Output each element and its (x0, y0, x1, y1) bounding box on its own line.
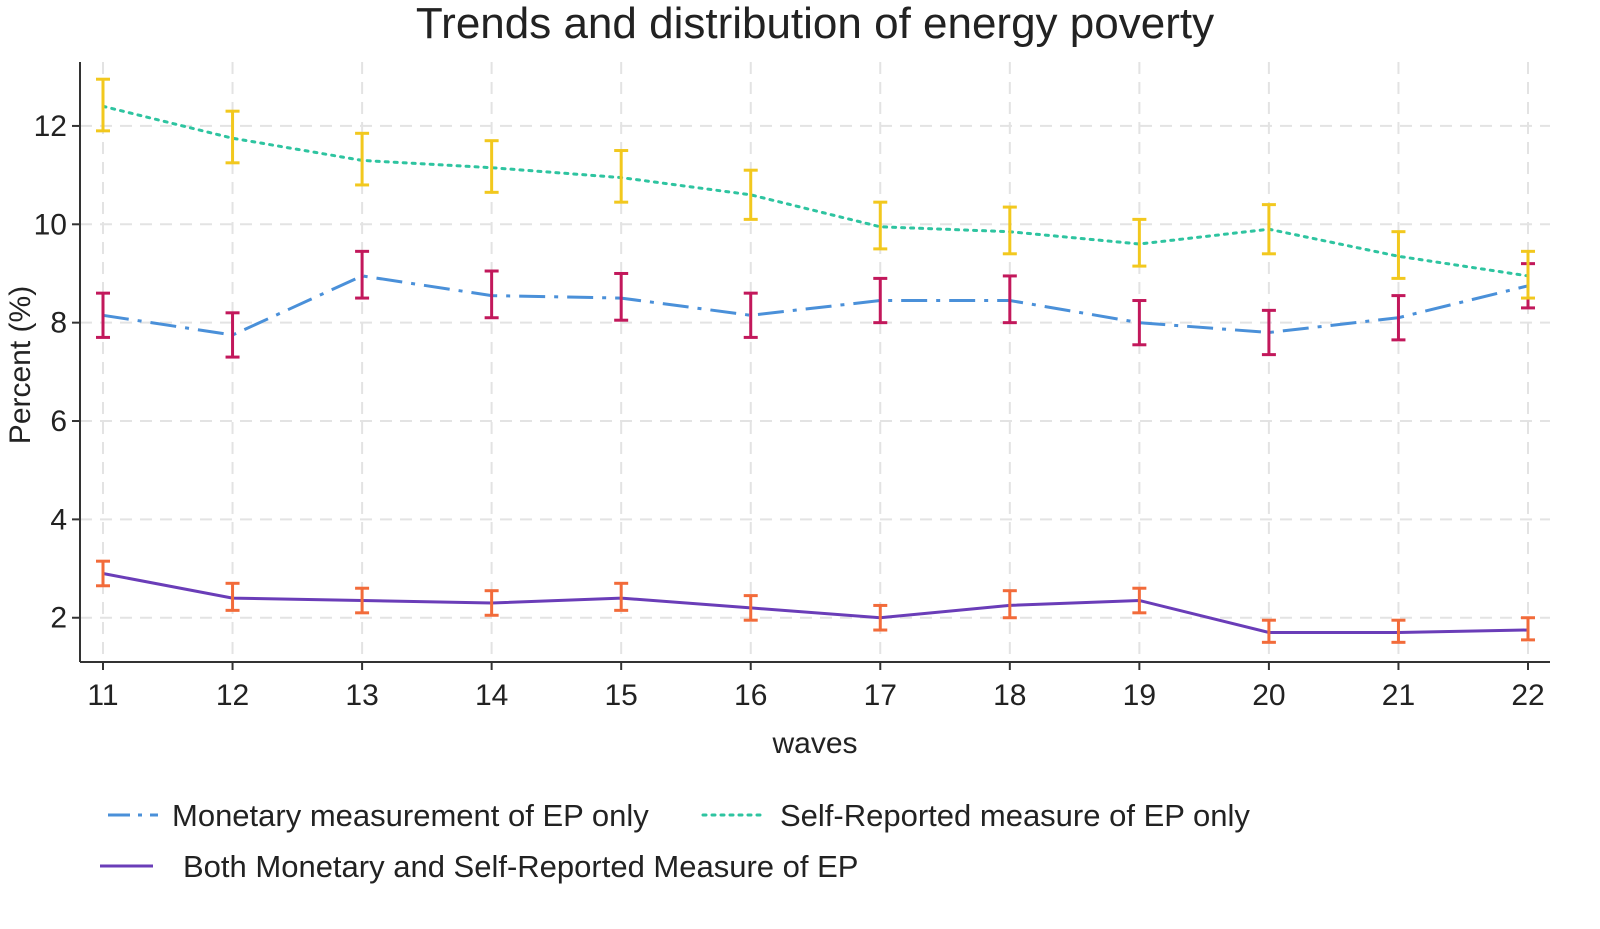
error-bar-monetary (225, 311, 240, 359)
error-bar-both (1261, 618, 1276, 644)
x-tick-label: 16 (734, 679, 767, 712)
x-tick-label: 11 (87, 679, 118, 712)
error-bar-both (1132, 586, 1147, 615)
error-bar-both (1002, 589, 1017, 620)
x-tick-label: 18 (993, 679, 1026, 712)
legend-label-self-reported: Self-Reported measure of EP only (780, 798, 1250, 833)
error-bar-monetary (743, 291, 758, 339)
x-tick-label: 22 (1511, 679, 1544, 712)
error-bar-self-reported (743, 168, 758, 221)
error-bar-monetary (1391, 294, 1406, 342)
x-tick-label: 20 (1252, 679, 1285, 712)
error-bar-both (873, 603, 888, 632)
error-bar-both (484, 589, 499, 617)
error-bar-monetary (484, 269, 499, 320)
error-bar-monetary (1261, 308, 1276, 357)
error-bar-both (743, 594, 758, 622)
error-bar-both (355, 586, 370, 615)
error-bar-monetary (355, 249, 370, 300)
error-bar-both (96, 559, 110, 588)
error-bar-self-reported (614, 149, 629, 204)
series-lines (101, 104, 1530, 634)
error-bar-self-reported (1521, 249, 1535, 300)
x-tick-label: 13 (345, 679, 378, 712)
series-line-monetary (102, 274, 1529, 337)
x-tick-label: 17 (864, 679, 897, 712)
y-tick-label: 10 (34, 208, 67, 241)
chart-title: Trends and distribution of energy povert… (416, 0, 1214, 48)
error-bar-self-reported (1391, 230, 1406, 280)
x-tick-label: 19 (1123, 679, 1156, 712)
error-bar-monetary (1132, 299, 1147, 347)
error-bar-both (1391, 618, 1406, 644)
error-bar-self-reported (1261, 203, 1276, 256)
error-bar-both (225, 581, 240, 612)
x-tick-label: 21 (1382, 679, 1415, 712)
x-axis-title: waves (771, 727, 857, 760)
x-tick-label: 15 (604, 679, 637, 712)
legend: Monetary measurement of EP only Self-Rep… (100, 798, 1250, 884)
legend-label-both: Both Monetary and Self-Reported Measure … (183, 849, 858, 884)
y-axis-title: Percent (%) (4, 286, 37, 444)
error-bar-self-reported (1132, 217, 1147, 268)
y-tick-label: 4 (50, 503, 67, 536)
legend-label-monetary: Monetary measurement of EP only (172, 798, 649, 833)
series-line-self-reported (101, 104, 1530, 278)
error-bar-self-reported (225, 109, 240, 165)
axes: 2 4 6 8 10 12 11 12 13 14 15 16 17 18 19 20 21 22 (34, 62, 1550, 712)
error-bar-self-reported (96, 77, 110, 133)
error-bar-monetary (614, 271, 629, 322)
error-bar-both (614, 581, 629, 612)
error-bar-both (1521, 616, 1535, 642)
series-line-both (102, 572, 1529, 634)
error-bar-monetary (1002, 274, 1017, 325)
y-tick-label: 2 (50, 602, 67, 635)
error-bar-self-reported (355, 131, 370, 187)
x-tick-label: 12 (216, 679, 249, 712)
grid (80, 62, 1550, 662)
y-tick-label: 6 (50, 405, 67, 438)
error-bar-monetary (873, 276, 888, 325)
error-bar-monetary (96, 291, 110, 339)
error-bar-self-reported (484, 139, 499, 194)
error-bar-self-reported (1002, 205, 1017, 256)
y-tick-label: 12 (34, 110, 67, 143)
x-tick-label: 14 (475, 679, 508, 712)
y-tick-label: 8 (50, 307, 67, 340)
error-bar-self-reported (873, 200, 888, 251)
error-bars (96, 77, 1535, 644)
